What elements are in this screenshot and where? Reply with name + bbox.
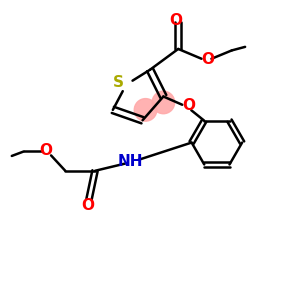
Text: S: S [112, 75, 123, 90]
Text: O: O [182, 98, 195, 113]
Text: O: O [81, 198, 94, 213]
Text: O: O [40, 142, 52, 158]
Text: O: O [169, 13, 182, 28]
Text: NH: NH [118, 154, 143, 169]
Circle shape [134, 99, 157, 121]
Circle shape [152, 91, 175, 114]
Text: O: O [202, 52, 214, 67]
